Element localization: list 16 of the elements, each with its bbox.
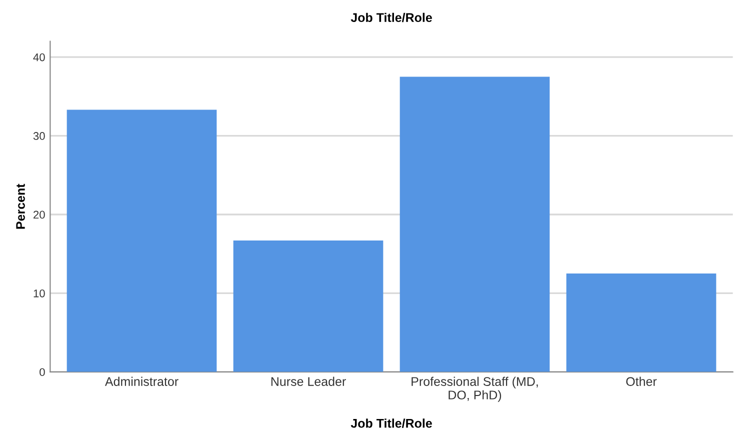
y-tick-label: 10: [34, 289, 45, 298]
y-tick-label: 0: [40, 368, 45, 376]
bar: [233, 240, 384, 372]
bar: [400, 76, 550, 372]
y-tick-label: 20: [34, 210, 45, 219]
y-tick-label: 40: [33, 53, 45, 62]
x-tick-label: Administrator: [104, 376, 178, 386]
x-tick-label: Professional Staff (MD, DO, PhD): [412, 376, 538, 402]
bar: [66, 110, 217, 372]
y-tick-label: 30: [33, 132, 45, 140]
y-axis-title: Percent: [16, 184, 25, 229]
x-axis-title: Job Title/Role: [350, 418, 432, 428]
x-tick-label: Nurse Leader: [271, 376, 346, 386]
chart-title: Job Title/Role: [350, 12, 432, 22]
bar: [566, 274, 716, 372]
x-tick-label: Other: [626, 376, 657, 386]
